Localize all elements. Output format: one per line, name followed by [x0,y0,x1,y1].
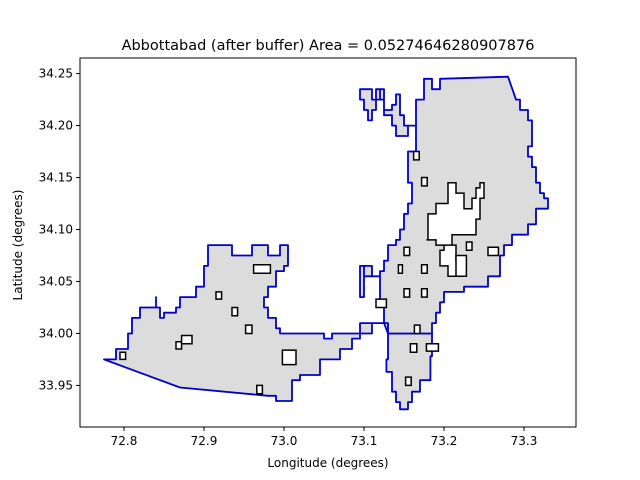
x-axis-ticks: 72.8 72.9 73.0 73.1 73.2 73.3 [111,427,538,448]
interior-hole [180,334,193,345]
x-axis-label: Longitude (degrees) [267,456,388,470]
interior-hole [412,150,420,161]
y-tick-label: 34.25 [39,67,73,81]
interior-hole [119,351,127,361]
interior-hole [252,264,272,274]
x-tick-label: 73.1 [351,434,378,448]
interior-hole [175,341,183,350]
interior-hole [403,288,411,298]
y-axis-ticks: 33.95 34.00 34.05 34.10 34.15 34.20 34.25 [39,67,80,392]
y-axis-label: Latitude (degrees) [11,190,25,301]
interior-hole [413,324,421,335]
interior-hole [455,254,468,278]
interior-hole [420,176,428,187]
interior-hole [487,246,500,257]
x-tick-label: 73.0 [271,434,298,448]
interior-hole [397,264,404,274]
interior-hole [231,306,239,317]
interior-hole [425,343,440,352]
y-tick-label: 34.15 [39,171,73,185]
region-geometry [103,75,549,411]
interior-hole [420,288,428,298]
interior-hole [244,324,253,335]
x-tick-label: 73.3 [511,434,538,448]
interior-hole [409,343,418,353]
interior-hole [375,298,388,309]
interior-hole [420,264,428,274]
interior-hole [281,349,297,366]
y-tick-label: 34.10 [39,223,73,237]
y-tick-label: 34.05 [39,274,73,288]
y-tick-label: 34.00 [39,326,73,340]
plot-area: 72.8 72.9 73.0 73.1 73.2 73.3 33.95 34.00 34.05… [39,57,577,448]
interior-hole [404,376,412,387]
axes-frame [79,57,577,428]
interior-hole [403,246,411,257]
interior-hole [215,291,223,300]
region-outline-southwest [103,244,433,411]
interior-hole [465,241,473,252]
interior-hole [256,384,264,395]
y-tick-label: 34.20 [39,119,73,133]
x-tick-label: 73.2 [431,434,458,448]
chart-title: Abbottabad (after buffer) Area = 0.05274… [122,38,535,54]
y-tick-label: 33.95 [39,378,73,392]
x-tick-label: 72.9 [191,434,218,448]
x-tick-label: 72.8 [111,434,138,448]
